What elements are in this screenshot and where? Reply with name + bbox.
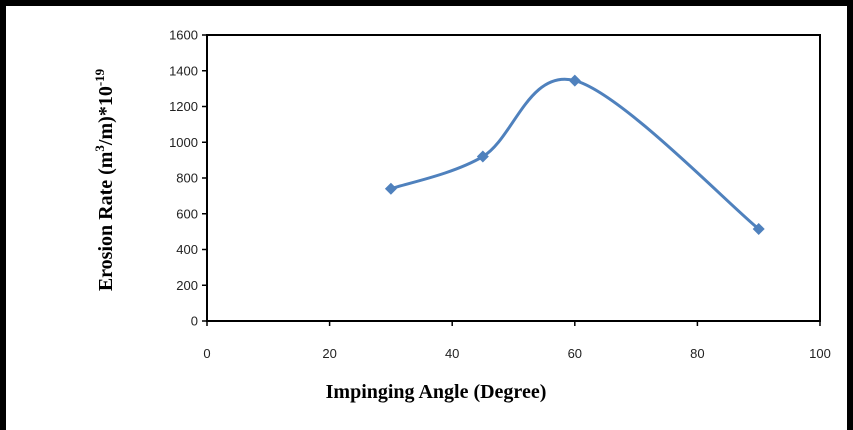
- y-tick-label: 600: [176, 206, 198, 221]
- y-tick-label: 800: [176, 171, 198, 186]
- x-tick-label: 60: [568, 346, 582, 361]
- x-tick-label: 20: [322, 346, 336, 361]
- y-tick-label: 1200: [169, 99, 198, 114]
- x-axis-ticks: 0 20 40 60 80 100: [203, 321, 831, 361]
- data-point-marker: [752, 222, 765, 235]
- y-axis-ticks: 0 200 400 600 800 1000 1200 1400 1600: [169, 28, 207, 329]
- y-tick-label: 1400: [169, 63, 198, 78]
- y-tick-label: 200: [176, 278, 198, 293]
- y-tick-label: 1000: [169, 135, 198, 150]
- series-line: [390, 77, 760, 231]
- y-tick-label: 1600: [169, 28, 198, 43]
- y-axis-title-sup1: 3: [92, 145, 107, 152]
- y-axis-title-part1: Erosion Rate (m: [95, 151, 117, 291]
- x-tick-label: 40: [445, 346, 459, 361]
- x-tick-label: 0: [203, 346, 210, 361]
- y-axis-title-sup2: -19: [92, 68, 107, 86]
- y-axis-title-part2: /m)*10: [95, 86, 117, 146]
- x-tick-label: 80: [690, 346, 704, 361]
- data-point-marker: [568, 74, 581, 87]
- y-tick-label: 0: [191, 314, 198, 329]
- plot-area: [206, 34, 821, 322]
- y-tick-label: 400: [176, 242, 198, 257]
- y-axis-title: Erosion Rate (m3/m)*10-19: [92, 68, 117, 291]
- data-point-marker: [384, 182, 397, 195]
- x-axis-title: Impinging Angle (Degree): [326, 381, 547, 403]
- data-points: [384, 74, 765, 235]
- x-tick-label: 100: [809, 346, 831, 361]
- data-point-marker: [476, 150, 489, 163]
